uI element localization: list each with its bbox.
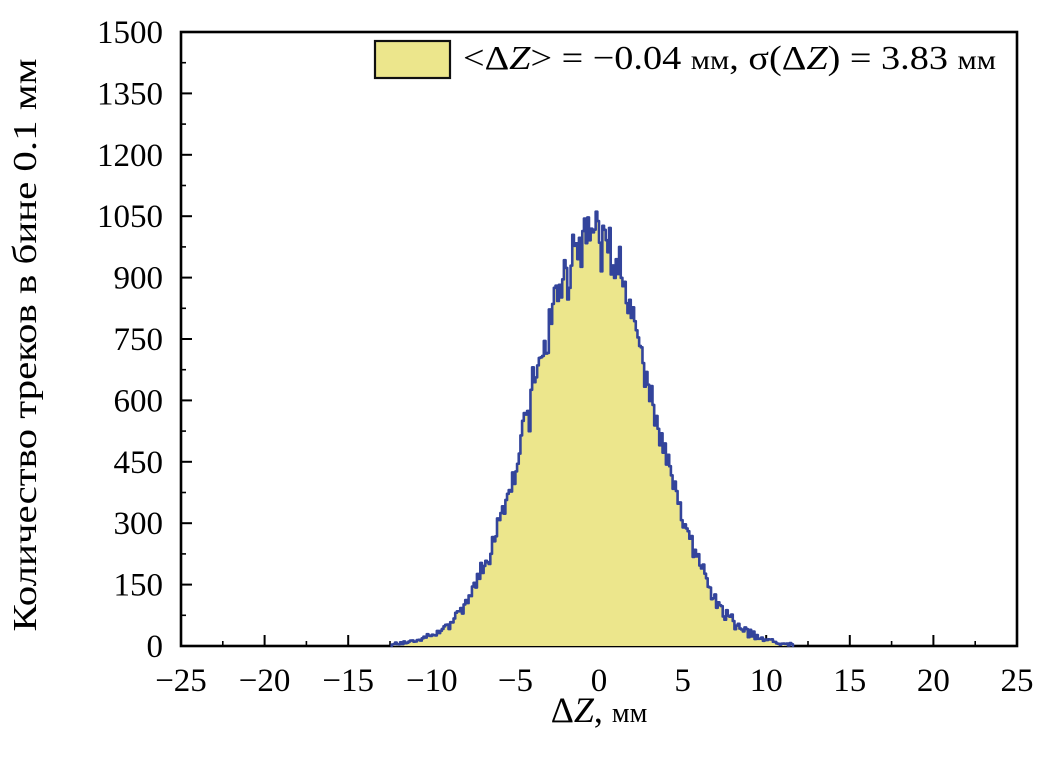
svg-text:20: 20 [917, 663, 950, 699]
svg-text:5: 5 [674, 663, 691, 699]
svg-text:1500: 1500 [97, 15, 163, 51]
svg-text:Количество треков в бине 0.1 м: Количество треков в бине 0.1 мм [7, 59, 44, 632]
svg-text:1200: 1200 [97, 138, 163, 174]
svg-text:450: 450 [114, 445, 164, 481]
svg-text:−10: −10 [406, 663, 458, 699]
svg-text:1050: 1050 [97, 199, 163, 235]
svg-text:1350: 1350 [97, 76, 163, 112]
svg-text:150: 150 [114, 568, 164, 604]
svg-text:0: 0 [591, 663, 608, 699]
svg-text:<ΔZ> = −0.04 мм, σ(ΔZ) = 3.83: <Δ Z> = −0.04 мм, σ(Δ Z) = 3.83 мм [463, 40, 996, 77]
svg-text:−5: −5 [498, 663, 533, 699]
svg-text:0: 0 [147, 629, 164, 665]
svg-text:−20: −20 [239, 663, 291, 699]
svg-text:300: 300 [114, 506, 164, 542]
svg-text:10: 10 [750, 663, 783, 699]
svg-text:−15: −15 [322, 663, 374, 699]
svg-text:600: 600 [114, 383, 164, 419]
svg-text:900: 900 [114, 261, 164, 297]
svg-text:25: 25 [1001, 663, 1034, 699]
svg-text:−25: −25 [155, 663, 207, 699]
svg-text:15: 15 [833, 663, 866, 699]
svg-text:750: 750 [114, 322, 164, 358]
